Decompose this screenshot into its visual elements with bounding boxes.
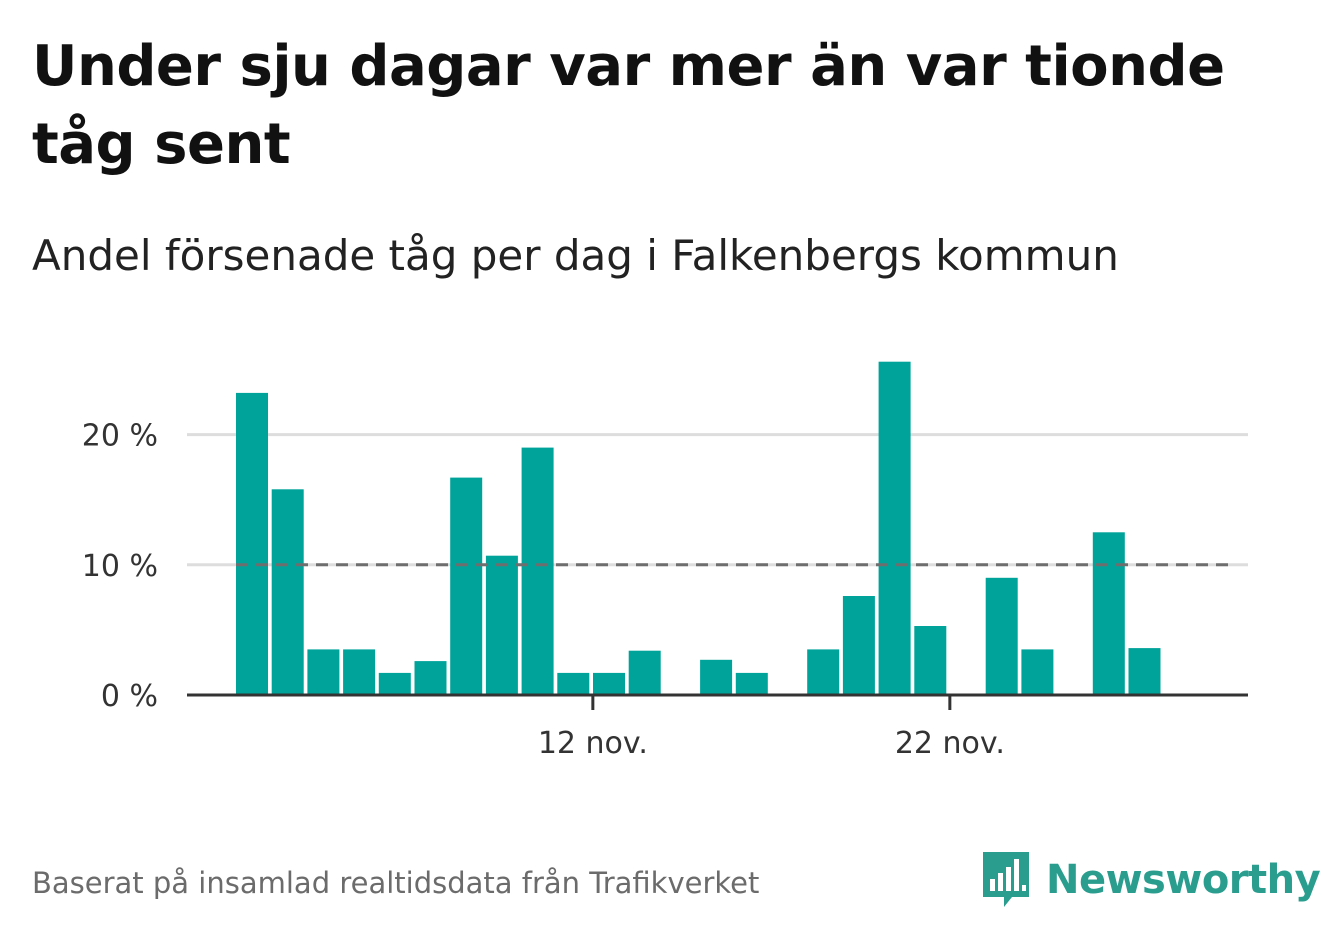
bar [985, 577, 1018, 695]
bar [485, 555, 518, 695]
bar [700, 659, 733, 695]
bar [914, 626, 947, 695]
bar [557, 672, 590, 695]
x-axis-ticks: 12 nov. 22 nov. [538, 695, 1005, 761]
brand-name: Newsworthy [1046, 857, 1321, 903]
bar [1128, 648, 1161, 695]
y-tick-label: 10 % [82, 549, 158, 584]
bar [271, 489, 304, 695]
bar-chart: 0 % 10 % 20 % 12 nov. 22 nov. [82, 361, 1248, 761]
bar [1021, 649, 1054, 695]
bar [521, 447, 554, 695]
bar [593, 672, 625, 695]
bar-chart-speech-bubble-icon [983, 852, 1029, 907]
gridlines [187, 433, 1248, 567]
newsworthy-brand: Newsworthy [980, 848, 1321, 912]
y-axis-ticks: 0 % 10 % 20 % [82, 419, 158, 714]
bar [628, 650, 661, 695]
source-note: Baserat på insamlad realtidsdata från Tr… [32, 866, 760, 900]
bar [1092, 532, 1125, 696]
bar [236, 392, 268, 695]
chart-subtitle: Andel försenade tåg per dag i Falkenberg… [32, 231, 1119, 280]
chart-title: Under sju dagar var mer än var tionde tå… [32, 34, 1225, 177]
x-tick-label: 22 nov. [895, 726, 1005, 761]
bar [735, 672, 768, 695]
bars [236, 361, 1161, 696]
bar [807, 649, 840, 695]
x-tick-label: 12 nov. [538, 726, 648, 761]
bar [450, 477, 483, 695]
bar [378, 672, 411, 695]
y-tick-label: 0 % [101, 679, 158, 714]
bar [414, 661, 447, 695]
y-tick-label: 20 % [82, 419, 158, 454]
bar [878, 361, 911, 695]
bar [307, 649, 340, 695]
bar [343, 649, 376, 695]
bar [842, 596, 875, 695]
